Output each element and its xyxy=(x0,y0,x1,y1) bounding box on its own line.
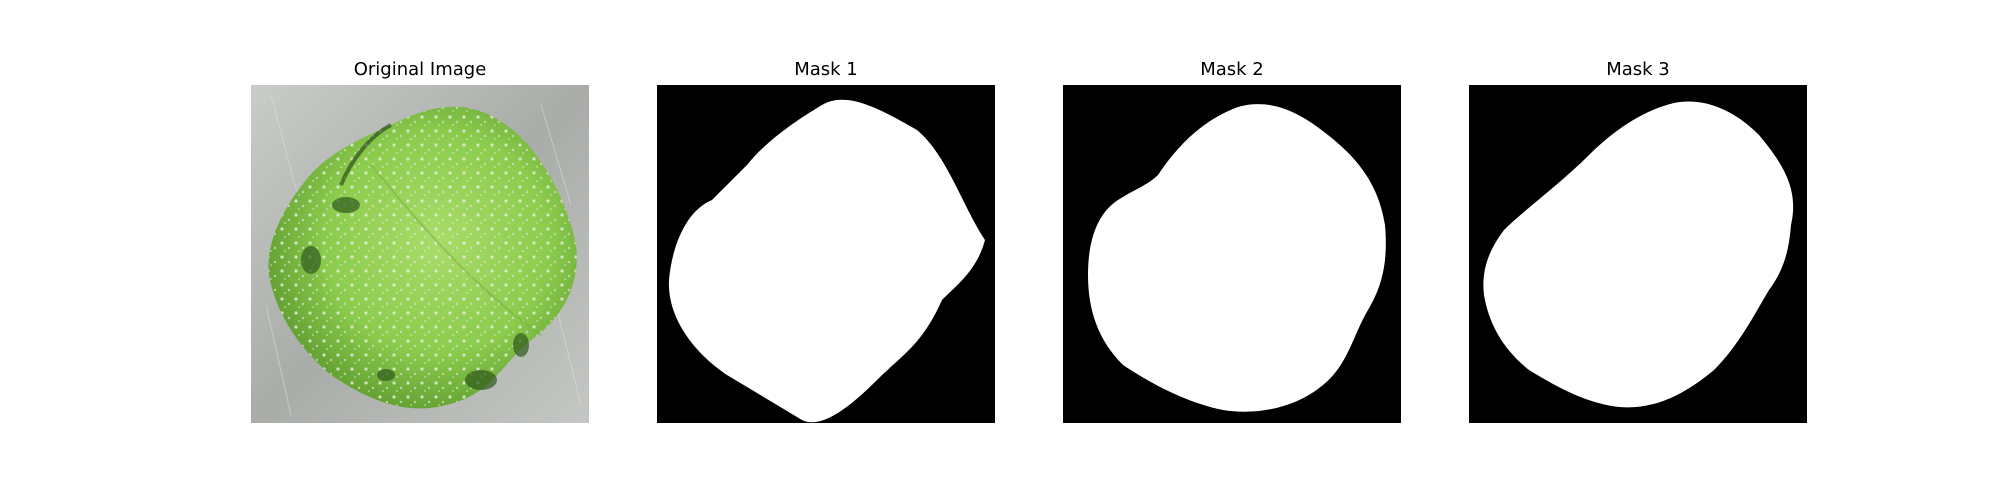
panel-original-image: Original Image xyxy=(251,55,589,423)
mask-3-foreground xyxy=(1483,101,1794,408)
panel-mask-2: Mask 2 xyxy=(1063,55,1401,423)
mask-3-image xyxy=(1469,85,1807,423)
mask-2-image xyxy=(1063,85,1401,423)
mask-2-foreground xyxy=(1088,104,1386,412)
original-image xyxy=(251,85,589,423)
panel-title-mask-3: Mask 3 xyxy=(1606,59,1670,80)
mask-1-foreground xyxy=(668,99,985,423)
mask-1-image xyxy=(657,85,995,423)
panel-title-mask-2: Mask 2 xyxy=(1200,59,1264,80)
panel-mask-1: Mask 1 xyxy=(657,55,995,423)
panel-title-original-image: Original Image xyxy=(353,59,487,80)
panel-mask-3: Mask 3 xyxy=(1469,55,1807,423)
leaf-photo xyxy=(251,85,589,423)
mask-3 xyxy=(1469,85,1807,423)
mask-2 xyxy=(1063,85,1401,423)
mask-1 xyxy=(657,85,995,423)
panel-title-mask-1: Mask 1 xyxy=(794,59,858,80)
